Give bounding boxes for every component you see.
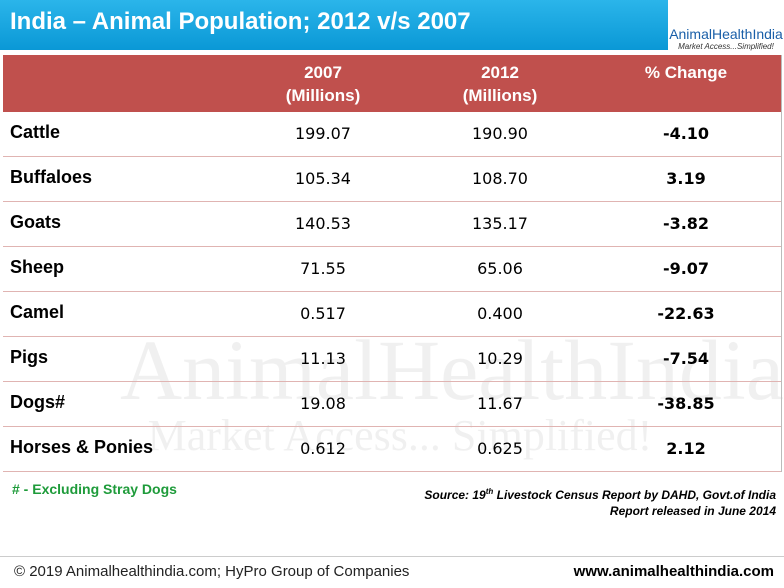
table-row: Sheep 71.55 65.06 -9.07	[3, 247, 781, 292]
row-label: Buffaloes	[10, 167, 93, 187]
cell: -4.10	[662, 124, 710, 143]
row-label: Sheep	[10, 257, 65, 277]
cell: 71.55	[300, 259, 346, 278]
logo: AnimalHealthIndia Market Access...Simpli…	[668, 0, 784, 51]
cell: 105.34	[295, 169, 351, 188]
cell: 65.06	[477, 259, 523, 278]
column-header-line: 2007	[304, 63, 342, 82]
title: India – Animal Population; 2012 v/s 2007	[10, 8, 471, 35]
table: 2007 (Millions) 2012 (Millions) % Change Cat…	[3, 55, 782, 472]
column-header-line: (Millions)	[285, 86, 361, 105]
cell: 3.19	[666, 169, 706, 188]
source-rest: Livestock Census Report by DAHD, Govt.of…	[493, 488, 776, 502]
row-label: Pigs	[10, 347, 49, 367]
cell: -7.54	[662, 349, 710, 368]
row-label: Cattle	[10, 122, 61, 142]
row-label: Dogs#	[10, 392, 66, 412]
cell: -3.82	[662, 214, 710, 233]
cell: 135.17	[472, 214, 528, 233]
footer-rule	[0, 556, 784, 557]
cell: 11.67	[477, 394, 523, 413]
logo-name: AnimalHealthIndia	[669, 26, 783, 42]
cell: 19.08	[300, 394, 346, 413]
cell: 199.07	[295, 124, 351, 143]
cell: 0.400	[477, 304, 523, 323]
table-row: Buffaloes 105.34 108.70 3.19	[3, 157, 781, 202]
title-bar: India – Animal Population; 2012 v/s 2007…	[0, 0, 784, 51]
table-row: Pigs 11.13 10.29 -7.54	[3, 337, 781, 382]
table-row: Dogs# 19.08 11.67 -38.85	[3, 382, 781, 427]
copyright: © 2019 Animalhealthindia.com; HyPro Grou…	[14, 563, 410, 580]
cell: 108.70	[472, 169, 528, 188]
column-header-line: % Change	[644, 63, 728, 82]
footnote: # - Excluding Stray Dogs	[12, 481, 177, 497]
column-header-line: 2012	[481, 63, 519, 82]
cell: 2.12	[666, 439, 706, 458]
table-header: 2007 (Millions) 2012 (Millions) % Change	[3, 55, 781, 112]
row-label: Horses & Ponies	[10, 437, 154, 457]
table-row: Goats 140.53 135.17 -3.82	[3, 202, 781, 247]
table-row: Horses & Ponies 0.612 0.625 2.12	[3, 427, 781, 472]
column-header: 2007 (Millions)	[233, 61, 413, 107]
table-body: Cattle 199.07 190.90 -4.10 Buffaloes 105.34 10…	[3, 112, 781, 472]
source: Source: 19th Livestock Census Report by …	[424, 484, 776, 519]
cell: 10.29	[477, 349, 523, 368]
cell: 0.625	[477, 439, 523, 458]
cell: -9.07	[662, 259, 710, 278]
row-label: Camel	[10, 302, 65, 322]
column-header-line: (Millions)	[462, 86, 538, 105]
source-line2: Report released in June 2014	[609, 504, 776, 518]
source-sup: th	[485, 487, 494, 496]
row-label: Goats	[10, 212, 62, 232]
cell: 140.53	[295, 214, 351, 233]
logo-tagline: Market Access...Simplified!	[678, 42, 774, 51]
cell: -38.85	[657, 394, 715, 413]
cell: 11.13	[300, 349, 346, 368]
cell: 0.517	[300, 304, 346, 323]
table-row: Camel 0.517 0.400 -22.63	[3, 292, 781, 337]
source-prefix: Source: 19	[424, 488, 486, 502]
cell: -22.63	[657, 304, 715, 323]
table-row: Cattle 199.07 190.90 -4.10	[3, 112, 781, 157]
column-header: % Change	[596, 61, 776, 84]
cell: 190.90	[472, 124, 528, 143]
column-header: 2012 (Millions)	[410, 61, 590, 107]
website: www.animalhealthindia.com	[573, 563, 774, 580]
cell: 0.612	[300, 439, 346, 458]
